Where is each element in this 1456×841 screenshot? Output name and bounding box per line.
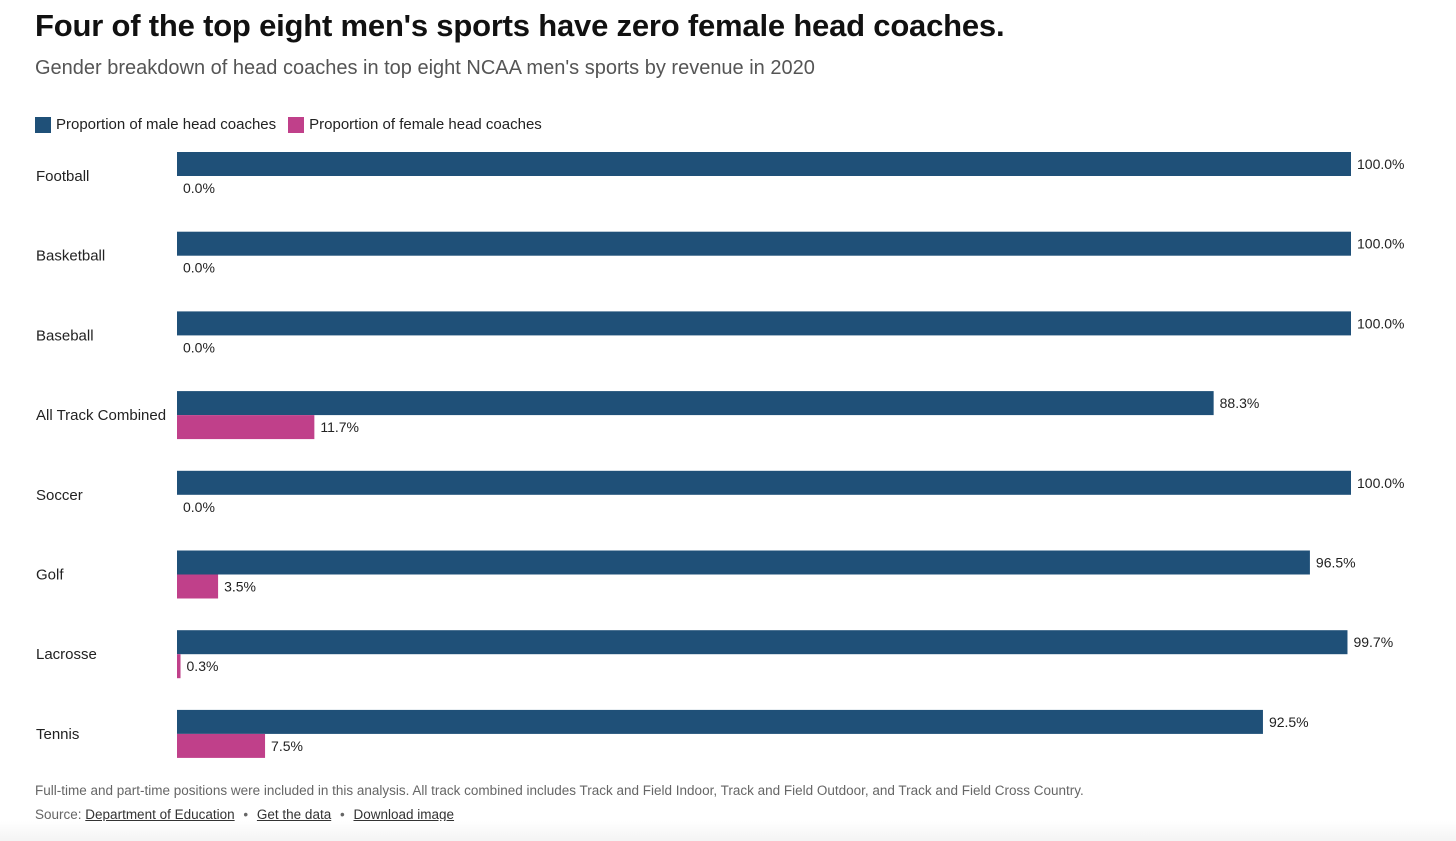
- download-image-link[interactable]: Download image: [353, 807, 455, 822]
- category-label: Soccer: [36, 487, 83, 504]
- category-group: Baseball 100.0% 0.0%: [36, 311, 1404, 355]
- chart-title: Four of the top eight men's sports have …: [35, 8, 1005, 43]
- source-label: Source:: [35, 807, 82, 822]
- legend-swatch-male: [35, 116, 51, 133]
- category-label: Basketball: [36, 248, 105, 265]
- value-label-male: 96.5%: [1316, 555, 1356, 571]
- bar-male: [177, 311, 1351, 336]
- value-label-male: 100.0%: [1357, 475, 1404, 491]
- category-group: Golf 96.5% 3.5%: [36, 550, 1356, 599]
- chart-subtitle: Gender breakdown of head coaches in top …: [35, 57, 815, 79]
- bar-male: [177, 231, 1351, 256]
- get-data-link[interactable]: Get the data: [256, 807, 332, 822]
- category-group: Basketball 100.0% 0.0%: [36, 231, 1404, 276]
- footnote: Full-time and part-time positions were i…: [35, 783, 1084, 798]
- category-group: Soccer 100.0% 0.0%: [36, 470, 1404, 515]
- category-group: Lacrosse 99.7% 0.3%: [36, 630, 1393, 679]
- category-label: Tennis: [36, 726, 79, 743]
- legend-label-female: Proportion of female head coaches: [309, 116, 542, 133]
- bar-male: [177, 391, 1214, 416]
- bar-female: [177, 654, 181, 679]
- value-label-male: 99.7%: [1353, 634, 1393, 650]
- source-link[interactable]: Department of Education: [85, 807, 235, 822]
- bar-male: [177, 550, 1310, 575]
- separator: •: [243, 807, 249, 822]
- value-label-female: 3.5%: [224, 579, 256, 595]
- category-label: Lacrosse: [36, 646, 97, 663]
- value-label-female: 0.0%: [183, 180, 215, 196]
- category-group: Football 100.0% 0.0%: [36, 152, 1404, 196]
- value-label-male: 100.0%: [1357, 156, 1404, 172]
- bar-male: [177, 709, 1263, 734]
- category-group: All Track Combined 88.3% 11.7%: [36, 391, 1260, 440]
- legend-swatch-female: [288, 116, 305, 133]
- category-label: Football: [36, 168, 89, 185]
- bar-female: [177, 574, 219, 599]
- value-label-female: 0.3%: [187, 658, 219, 674]
- legend: Proportion of male head coaches Proporti…: [35, 116, 554, 133]
- value-label-female: 0.0%: [183, 499, 215, 515]
- value-label-female: 0.0%: [183, 260, 215, 276]
- value-label-female: 0.0%: [183, 339, 215, 355]
- source-line: Source: Department of Education • Get th…: [35, 807, 454, 822]
- value-label-female: 11.7%: [320, 419, 359, 435]
- category-label: Golf: [36, 567, 64, 584]
- value-label-female: 7.5%: [271, 738, 303, 754]
- value-label-male: 100.0%: [1357, 236, 1404, 252]
- value-label-male: 88.3%: [1220, 395, 1260, 411]
- category-label: All Track Combined: [36, 407, 166, 424]
- value-label-male: 92.5%: [1269, 714, 1309, 730]
- category-label: Baseball: [36, 327, 94, 344]
- category-group: Tennis 92.5% 7.5%: [36, 709, 1309, 758]
- value-label-male: 100.0%: [1357, 315, 1404, 331]
- legend-item-female: Proportion of female head coaches: [288, 116, 542, 133]
- bar-female: [177, 415, 315, 440]
- bar-chart: Football100.0%0.0%Basketball100.0%0.0%Ba…: [36, 152, 1404, 758]
- bar-male: [177, 470, 1351, 495]
- legend-item-male: Proportion of male head coaches: [35, 116, 276, 133]
- bar-male: [177, 152, 1351, 176]
- bar-female: [177, 733, 266, 758]
- separator: •: [339, 807, 345, 822]
- footer-fade: [0, 821, 1456, 841]
- legend-label-male: Proportion of male head coaches: [56, 116, 277, 133]
- bar-male: [177, 630, 1348, 655]
